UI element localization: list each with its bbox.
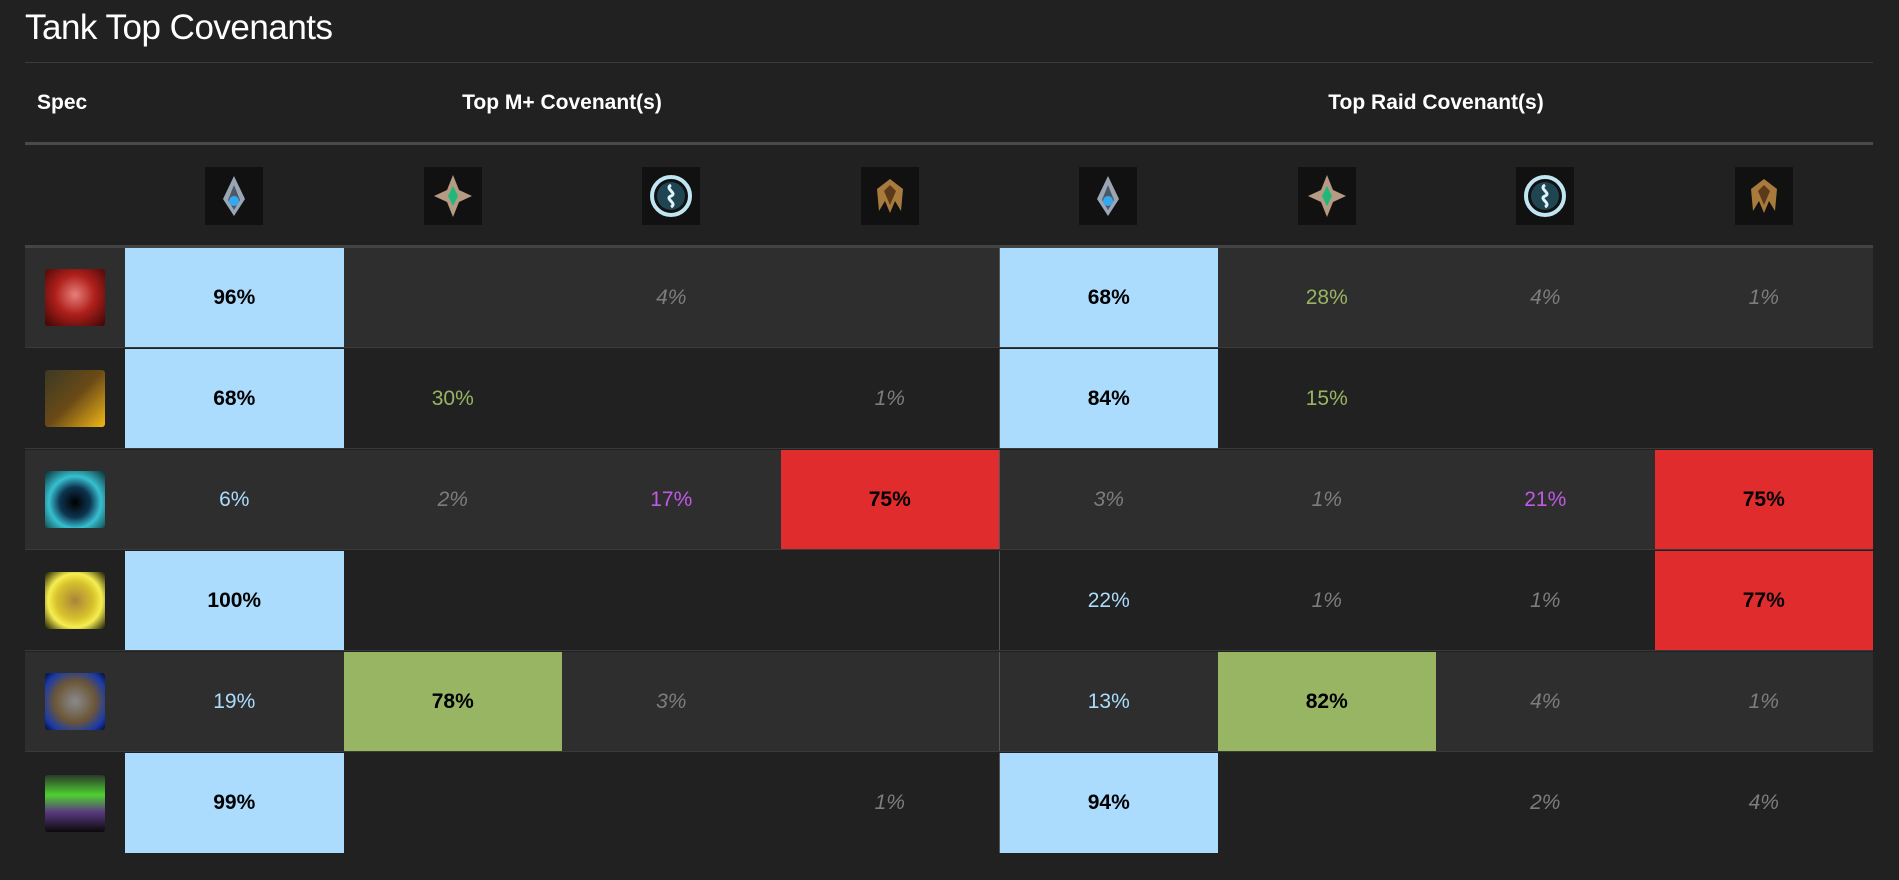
spec-column-header: Spec bbox=[37, 91, 88, 114]
mplus-venthyr-cell bbox=[781, 248, 1000, 347]
raid-venthyr-cell: 1% bbox=[1748, 285, 1779, 309]
protection-warrior-icon bbox=[45, 673, 105, 730]
raid-night-fae-cell: 2% bbox=[1530, 791, 1561, 814]
table-row: 99% 1% 94% 2% 4% bbox=[25, 753, 1873, 853]
raid-kyrian-cell: 22% bbox=[999, 551, 1218, 650]
mplus-kyrian-cell: 6% bbox=[219, 487, 250, 511]
raid-kyrian-cell: 84% bbox=[999, 349, 1218, 448]
spec-cell bbox=[25, 753, 125, 853]
covenant-icon-row bbox=[125, 145, 1873, 246]
spec-cell bbox=[25, 450, 125, 549]
raid-kyrian-cell: 94% bbox=[999, 753, 1218, 853]
mplus-venthyr-cell: 1% bbox=[874, 791, 905, 814]
guardian-druid-icon bbox=[45, 471, 105, 528]
night-fae-icon bbox=[1516, 166, 1575, 225]
mplus-necrolord-cell: 78% bbox=[343, 652, 562, 751]
mplus-covenant-header-cell bbox=[125, 145, 344, 246]
raid-column-header: Top Raid Covenant(s) bbox=[1328, 91, 1544, 114]
venthyr-icon bbox=[1734, 166, 1793, 225]
kyrian-icon bbox=[205, 166, 264, 225]
raid-covenant-header-cell bbox=[1436, 145, 1655, 246]
night-fae-icon bbox=[642, 166, 701, 225]
blood-death-knight-icon bbox=[45, 269, 105, 326]
necrolord-icon bbox=[423, 166, 482, 225]
raid-necrolord-cell: 15% bbox=[1305, 386, 1348, 410]
header-divider bbox=[25, 142, 1873, 145]
raid-night-fae-cell: 21% bbox=[1524, 487, 1567, 511]
mplus-venthyr-cell bbox=[781, 551, 1000, 650]
raid-kyrian-cell: 3% bbox=[999, 450, 1218, 549]
table-row: 100% 22% 1% 1% 77% bbox=[25, 551, 1873, 651]
mplus-night-fae-cell: 17% bbox=[650, 487, 693, 511]
table-row: 68% 30% 1% 84% 15% bbox=[25, 349, 1873, 449]
raid-necrolord-cell bbox=[1218, 753, 1437, 853]
spec-cell bbox=[25, 551, 125, 650]
vengeance-demon-hunter-icon bbox=[45, 774, 105, 832]
raid-kyrian-cell: 68% bbox=[999, 248, 1218, 347]
raid-venthyr-cell: 77% bbox=[1654, 551, 1873, 650]
mplus-venthyr-cell: 75% bbox=[780, 450, 999, 549]
spec-cell bbox=[25, 349, 125, 448]
table-row: 96% 4% 68% 28% 4% 1% bbox=[25, 248, 1873, 348]
raid-necrolord-cell: 1% bbox=[1311, 487, 1342, 511]
mplus-covenant-header-cell bbox=[344, 145, 563, 246]
page-title: Tank Top Covenants bbox=[25, 8, 333, 47]
mplus-night-fae-cell: 3% bbox=[656, 689, 687, 713]
raid-covenant-header-cell bbox=[1218, 145, 1437, 246]
mplus-night-fae-cell bbox=[562, 551, 781, 650]
mplus-night-fae-cell bbox=[562, 753, 781, 853]
mplus-necrolord-cell: 30% bbox=[431, 386, 474, 410]
raid-night-fae-cell bbox=[1436, 349, 1655, 448]
mplus-necrolord-cell bbox=[344, 753, 563, 853]
mplus-night-fae-cell bbox=[562, 349, 781, 448]
mplus-column-header: Top M+ Covenant(s) bbox=[462, 91, 662, 114]
mplus-venthyr-cell bbox=[781, 652, 1000, 751]
mplus-night-fae-cell: 4% bbox=[656, 285, 687, 309]
mplus-kyrian-cell: 96% bbox=[125, 248, 344, 347]
necrolord-icon bbox=[1297, 166, 1356, 225]
mplus-necrolord-cell: 2% bbox=[437, 487, 468, 511]
mplus-venthyr-cell: 1% bbox=[874, 386, 905, 410]
protection-paladin-icon bbox=[45, 572, 105, 629]
raid-venthyr-cell bbox=[1655, 349, 1874, 448]
raid-kyrian-cell: 13% bbox=[999, 652, 1218, 751]
brewmaster-monk-icon bbox=[45, 370, 105, 427]
raid-venthyr-cell: 4% bbox=[1748, 791, 1779, 814]
mplus-kyrian-cell: 99% bbox=[125, 753, 344, 853]
mplus-kyrian-cell: 100% bbox=[125, 551, 344, 650]
mplus-necrolord-cell bbox=[344, 551, 563, 650]
raid-necrolord-cell: 28% bbox=[1305, 285, 1348, 309]
mplus-kyrian-cell: 68% bbox=[125, 349, 344, 448]
body-divider bbox=[25, 245, 1873, 248]
raid-night-fae-cell: 1% bbox=[1530, 588, 1561, 612]
mplus-covenant-header-cell bbox=[562, 145, 781, 246]
raid-covenant-header-cell bbox=[1655, 145, 1874, 246]
mplus-covenant-header-cell bbox=[781, 145, 1000, 246]
raid-night-fae-cell: 4% bbox=[1530, 689, 1561, 713]
raid-necrolord-cell: 82% bbox=[1217, 652, 1436, 751]
mplus-kyrian-cell: 19% bbox=[213, 689, 256, 713]
raid-venthyr-cell: 1% bbox=[1748, 689, 1779, 713]
raid-necrolord-cell: 1% bbox=[1311, 588, 1342, 612]
venthyr-icon bbox=[860, 166, 919, 225]
mplus-necrolord-cell bbox=[344, 248, 563, 347]
title-divider bbox=[25, 62, 1873, 63]
spec-cell bbox=[25, 248, 125, 347]
table-row: 19% 78% 3% 13% 82% 4% 1% bbox=[25, 652, 1873, 752]
table-row: 6% 2% 17% 75% 3% 1% 21% 75% bbox=[25, 450, 1873, 550]
raid-night-fae-cell: 4% bbox=[1530, 285, 1561, 309]
spec-cell bbox=[25, 652, 125, 751]
raid-covenant-header-cell bbox=[999, 145, 1218, 246]
raid-venthyr-cell: 75% bbox=[1654, 450, 1873, 549]
kyrian-icon bbox=[1079, 166, 1138, 225]
